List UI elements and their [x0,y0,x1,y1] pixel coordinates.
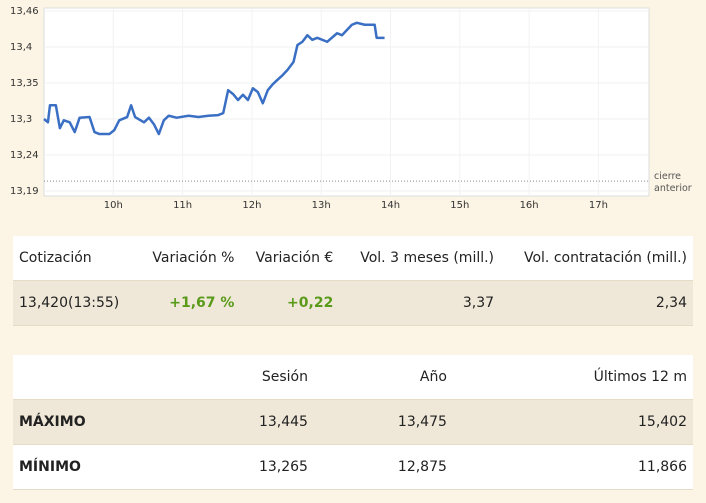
reference-label: cierre anterior [654,171,692,194]
header: Variación € [240,236,340,281]
header: Sesión [175,355,314,400]
y-tick-label: 13,35 [10,78,39,89]
x-tick-label: 10h [104,200,123,211]
range-table: Sesión Año Últimos 12 m MÁXIMO 13,445 13… [13,355,693,490]
header: Vol. 3 meses (mill.) [339,236,501,281]
cell: 12,875 [313,444,453,490]
x-tick-label: 13h [312,200,331,211]
plot-area [43,7,650,197]
cell: 13,475 [313,399,453,445]
x-tick-label: 14h [381,200,400,211]
cell [13,355,175,400]
header: Año [313,355,453,400]
y-tick-label: 13,24 [10,150,39,161]
header: Últimos 12 m [452,355,693,400]
quote-table: Cotización Variación % Variación € Vol. … [13,236,693,326]
y-tick-label: 13,46 [10,6,39,17]
cell: 2,34 [500,280,693,326]
row-label: MÁXIMO [13,399,175,445]
cell: 15,402 [452,399,693,445]
x-tick-label: 15h [450,200,469,211]
y-tick-label: 13,3 [10,114,32,125]
x-tick-label: 12h [242,200,261,211]
price-line [43,21,385,136]
cell: +0,22 [240,280,340,326]
cell: 13,420(13:55) [13,280,137,326]
chart: 13,46 13,4 13,35 13,3 13,24 13,19 10h 11h 12h 13h… [10,6,650,211]
cell: 3,37 [339,280,501,326]
header: Cotización [13,236,137,281]
row-label: MÍNIMO [13,444,175,490]
x-tick-label: 11h [173,200,192,211]
header: Variación % [136,236,241,281]
x-tick-label: 16h [520,200,539,211]
cell: 13,445 [175,399,314,445]
cell: +1,67 % [136,280,241,326]
y-tick-label: 13,19 [10,186,39,197]
cell: 13,265 [175,444,314,490]
header: Vol. contratación (mill.) [500,236,693,281]
x-tick-label: 17h [589,200,608,211]
y-tick-label: 13,4 [10,42,32,53]
cell: 11,866 [452,444,693,490]
